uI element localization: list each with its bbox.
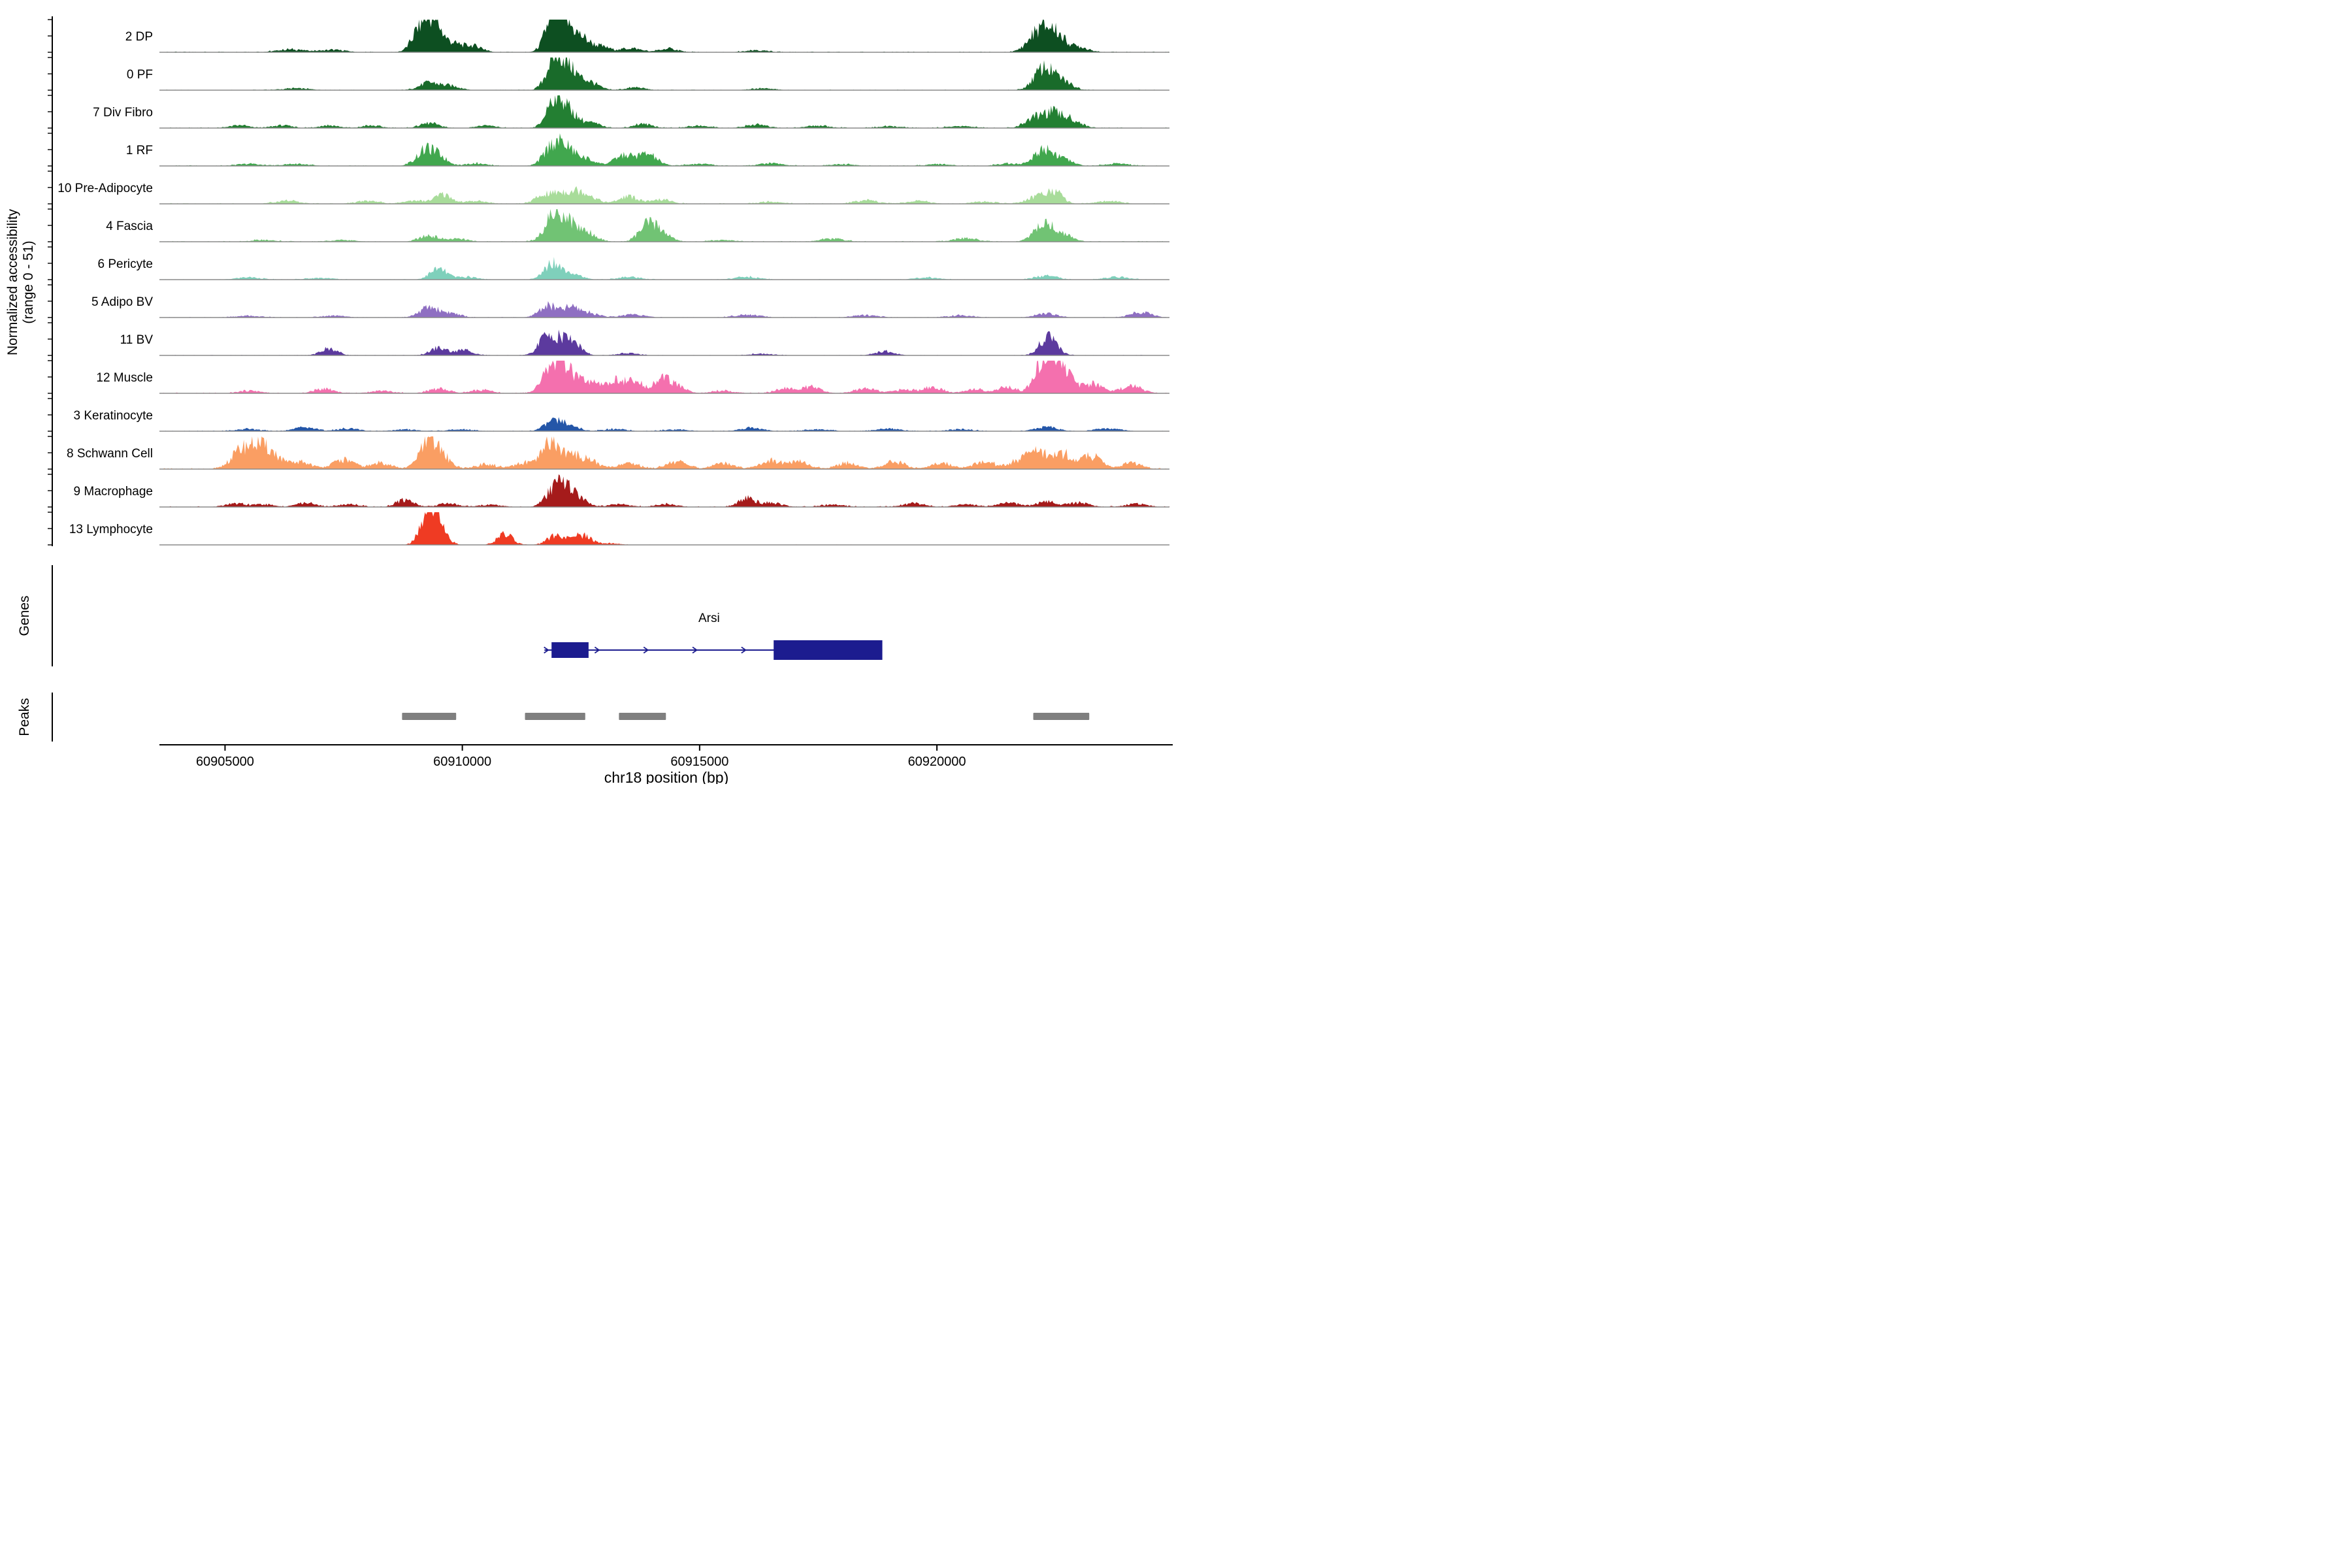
x-axis-tick-label: 60915000 xyxy=(670,755,728,769)
track-label-7-div-fibro: 7 Div Fibro xyxy=(93,106,153,120)
peaks-section: Peaks xyxy=(17,693,1090,742)
track-signal-4-fascia xyxy=(163,209,1169,242)
track-row-2-dp: 2 DP xyxy=(125,20,1169,53)
track-row-3-keratinocyte: 3 Keratinocyte xyxy=(74,409,1169,432)
gene-name-label: Arsi xyxy=(698,612,720,625)
y-axis-label-line2: (range 0 - 51) xyxy=(21,240,36,323)
track-signal-13-lymphocyte xyxy=(163,512,1169,545)
track-signal-5-adipo-bv xyxy=(163,301,1169,318)
track-row-11-bv: 11 BV xyxy=(120,329,1169,356)
track-signal-2-dp xyxy=(163,20,1169,52)
gene-strand-arrow-icon xyxy=(594,646,600,654)
track-label-3-keratinocyte: 3 Keratinocyte xyxy=(74,409,153,423)
genome-coverage-figure: 2 DP 0 PF 7 Div Fibro 1 RF 10 Pre-Adipocyte 4… xyxy=(0,0,1176,786)
track-row-9-macrophage: 9 Macrophage xyxy=(74,474,1169,508)
y-axis-label-line1: Normalized accessibility xyxy=(5,208,20,355)
peak-region-bar xyxy=(619,713,666,720)
track-label-5-adipo-bv: 5 Adipo BV xyxy=(91,295,153,309)
gene-strand-arrow-icon xyxy=(544,646,549,654)
genome-browser-svg: 2 DP 0 PF 7 Div Fibro 1 RF 10 Pre-Adipocyte 4… xyxy=(5,16,1173,786)
x-axis-tick-label: 60920000 xyxy=(908,755,966,769)
track-row-0-pf: 0 PF xyxy=(127,57,1169,91)
track-label-9-macrophage: 9 Macrophage xyxy=(74,485,153,498)
track-label-1-rf: 1 RF xyxy=(126,144,153,157)
track-label-10-pre-adipocyte: 10 Pre-Adipocyte xyxy=(57,182,153,195)
track-signal-1-rf xyxy=(163,133,1169,166)
y-axis: Normalized accessibility (range 0 - 51) xyxy=(5,16,53,546)
track-signal-6-pericyte xyxy=(163,257,1169,280)
track-row-8-schwann-cell: 8 Schwann Cell xyxy=(67,436,1169,470)
gene-exon-arsi xyxy=(551,642,589,658)
track-label-11-bv: 11 BV xyxy=(120,333,154,347)
track-row-13-lymphocyte: 13 Lymphocyte xyxy=(69,512,1169,546)
peak-region-bar xyxy=(402,713,457,720)
track-signal-8-schwann-cell xyxy=(163,436,1169,469)
track-label-0-pf: 0 PF xyxy=(127,68,153,82)
track-row-10-pre-adipocyte: 10 Pre-Adipocyte xyxy=(57,182,1169,204)
gene-strand-arrow-icon xyxy=(692,646,698,654)
track-signal-11-bv xyxy=(163,329,1169,355)
track-signal-3-keratinocyte xyxy=(163,417,1169,431)
gene-strand-arrow-icon xyxy=(741,646,747,654)
track-label-4-fascia: 4 Fascia xyxy=(106,220,153,233)
track-row-6-pericyte: 6 Pericyte xyxy=(98,257,1169,280)
peak-region-bar xyxy=(525,713,585,720)
track-row-7-div-fibro: 7 Div Fibro xyxy=(93,95,1169,129)
x-axis: 60905000 60910000 60915000 60920000 chr18 po… xyxy=(159,744,1173,786)
track-signal-7-div-fibro xyxy=(163,95,1169,128)
track-label-2-dp: 2 DP xyxy=(125,30,153,44)
x-axis-tick-label: 60910000 xyxy=(433,755,491,769)
track-row-12-muscle: 12 Muscle xyxy=(96,361,1169,394)
track-signal-10-pre-adipocyte xyxy=(163,186,1169,204)
track-signal-0-pf xyxy=(163,57,1169,90)
track-signal-12-muscle xyxy=(163,361,1169,393)
track-row-4-fascia: 4 Fascia xyxy=(106,209,1169,242)
track-label-12-muscle: 12 Muscle xyxy=(96,371,153,385)
x-axis-tick-label: 60905000 xyxy=(196,755,254,769)
track-label-13-lymphocyte: 13 Lymphocyte xyxy=(69,523,153,536)
track-row-5-adipo-bv: 5 Adipo BV xyxy=(91,295,1169,318)
peak-region-bar xyxy=(1033,713,1090,720)
track-signal-9-macrophage xyxy=(163,474,1169,507)
genes-section-label: Genes xyxy=(17,596,32,636)
genes-section: Genes Arsi xyxy=(17,565,883,666)
gene-exon-arsi xyxy=(774,640,883,660)
track-label-6-pericyte: 6 Pericyte xyxy=(98,257,153,271)
x-axis-title: chr18 position (bp) xyxy=(604,769,729,784)
gene-strand-arrow-icon xyxy=(643,646,649,654)
peaks-section-label: Peaks xyxy=(17,698,32,736)
track-label-8-schwann-cell: 8 Schwann Cell xyxy=(67,447,153,461)
track-row-1-rf: 1 RF xyxy=(126,133,1169,167)
